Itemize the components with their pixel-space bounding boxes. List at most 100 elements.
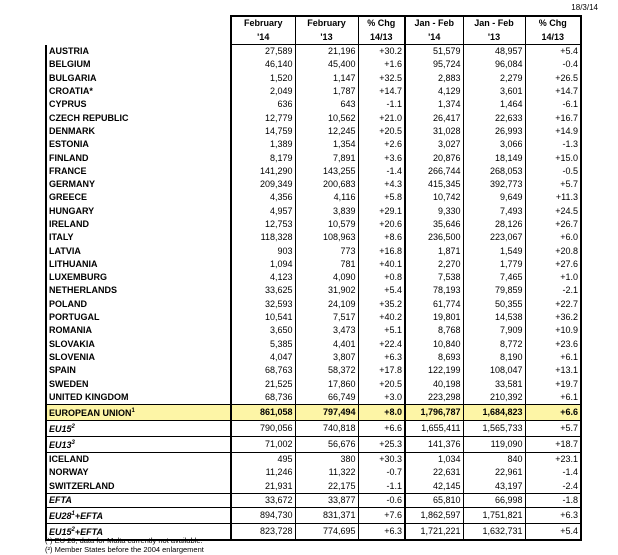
- cell-chg-month: +40.2: [357, 310, 405, 325]
- cell-chg-month: +6.3: [357, 523, 405, 542]
- cell-feb14: 3,650: [230, 324, 295, 338]
- cell-feb14: 1,520: [230, 71, 295, 85]
- cell-chg-month: +1.6: [357, 58, 405, 72]
- cell-janfeb14: 4,129: [404, 84, 463, 99]
- cell-feb14: 894,730: [230, 507, 295, 524]
- cell-chg-ytd: +6.1: [524, 390, 582, 405]
- cell-chg-month: +16.8: [357, 244, 405, 258]
- row-label: SLOVENIA: [45, 350, 231, 365]
- row-label: SWEDEN: [45, 377, 231, 391]
- cell-chg-ytd: +15.0: [524, 151, 582, 165]
- cell-janfeb14: 9,330: [404, 204, 463, 218]
- row-label: AUSTRIA: [45, 44, 231, 59]
- table-row: LITHUANIA 1,094 781 +40.1 2,270 1,779 +27.6: [45, 257, 582, 272]
- row-label: CROATIA*: [45, 84, 231, 99]
- cell-chg-month: +25.3: [357, 436, 405, 453]
- cell-feb14: 32,593: [230, 297, 295, 311]
- report-date: 18/3/14: [571, 3, 598, 12]
- cell-feb13: 380: [294, 452, 358, 467]
- cell-chg-ytd: +26.5: [524, 71, 582, 85]
- cell-janfeb13: 1,464: [462, 98, 525, 112]
- row-label: NORWAY: [45, 466, 231, 480]
- cell-feb14: 5,385: [230, 337, 295, 351]
- table-row: NORWAY 11,246 11,322 -0.7 22,631 22,961 -1.4: [45, 466, 582, 480]
- col-header-janfeb14: Jan - Feb: [404, 15, 464, 31]
- cell-chg-month: +5.1: [357, 324, 405, 338]
- cell-chg-month: +20.5: [357, 377, 405, 391]
- cell-feb14: 14,759: [230, 124, 295, 139]
- col-subheader-feb13: '13: [294, 30, 359, 45]
- cell-feb13: 33,877: [294, 492, 358, 508]
- cell-feb13: 774,695: [294, 523, 358, 542]
- table-row: UNITED KINGDOM 68,736 66,749 +3.0 223,298 210…: [45, 390, 582, 405]
- row-label: PORTUGAL: [45, 310, 231, 325]
- cell-chg-ytd: +5.7: [524, 177, 582, 192]
- cell-feb14: 12,753: [230, 217, 295, 232]
- row-label: GERMANY: [45, 177, 231, 192]
- cell-chg-month: +21.0: [357, 111, 405, 125]
- cell-janfeb13: 1,779: [462, 257, 525, 272]
- cell-chg-ytd: +5.4: [524, 44, 582, 59]
- cell-feb14: 27,589: [230, 44, 295, 59]
- table-row: IRELAND 12,753 10,579 +20.6 35,646 28,126 +26.…: [45, 217, 582, 232]
- row-label: FRANCE: [45, 164, 231, 178]
- cell-feb14: 4,123: [230, 271, 295, 285]
- cell-feb13: 781: [294, 257, 358, 272]
- col-subheader-chg-ytd: 14/13: [524, 30, 582, 45]
- cell-feb14: 68,736: [230, 390, 295, 405]
- cell-chg-month: +14.7: [357, 84, 405, 99]
- cell-janfeb13: 8,772: [462, 337, 525, 351]
- cell-janfeb14: 141,376: [404, 436, 463, 453]
- cell-chg-ytd: +14.9: [524, 124, 582, 139]
- cell-feb14: 8,179: [230, 151, 295, 165]
- header-row-1: February February % Chg Jan - Feb Jan - …: [46, 15, 582, 31]
- row-label: LITHUANIA: [45, 257, 231, 272]
- cell-feb14: 903: [230, 244, 295, 258]
- cell-feb13: 773: [294, 244, 358, 258]
- cell-janfeb13: 7,909: [462, 324, 525, 338]
- cell-chg-ytd: +20.8: [524, 244, 582, 258]
- cell-chg-month: +30.2: [357, 44, 405, 59]
- table-row: SWEDEN 21,525 17,860 +20.5 40,198 33,581 +19.7: [45, 377, 582, 391]
- cell-chg-month: +35.2: [357, 297, 405, 311]
- col-header-chg-month: % Chg: [357, 15, 406, 31]
- cell-chg-month: +8.0: [357, 404, 405, 421]
- cell-janfeb13: 33,581: [462, 377, 525, 391]
- row-label: SLOVAKIA: [45, 337, 231, 351]
- cell-feb13: 10,579: [294, 217, 358, 232]
- cell-chg-ytd: +23.1: [524, 452, 582, 467]
- cell-janfeb13: 50,355: [462, 297, 525, 311]
- row-label: EFTA: [45, 492, 231, 508]
- cell-feb14: 11,246: [230, 466, 295, 480]
- cell-chg-ytd: +27.6: [524, 257, 582, 272]
- cell-chg-month: +30.3: [357, 452, 405, 467]
- table-row: EFTA 33,672 33,877 -0.6 65,810 66,998 -1.8: [45, 492, 582, 508]
- cell-janfeb13: 8,190: [462, 350, 525, 365]
- cell-chg-month: +20.5: [357, 124, 405, 139]
- col-header-feb13: February: [294, 15, 359, 31]
- row-label: BULGARIA: [45, 71, 231, 85]
- cell-janfeb14: 1,721,221: [404, 523, 463, 542]
- header-blank: [46, 16, 231, 31]
- row-label: IRELAND: [45, 217, 231, 232]
- row-label: EU152+EFTA: [45, 523, 231, 542]
- cell-janfeb13: 1,565,733: [462, 420, 525, 437]
- cell-janfeb13: 22,633: [462, 111, 525, 125]
- cell-janfeb13: 9,649: [462, 191, 525, 205]
- cell-chg-month: +2.6: [357, 138, 405, 152]
- cell-feb14: 209,349: [230, 177, 295, 192]
- cell-feb13: 1,354: [294, 138, 358, 152]
- row-label: EUROPEAN UNION1: [45, 404, 231, 421]
- table-row: EUROPEAN UNION1 861,058 797,494 +8.0 1,796,7…: [45, 404, 582, 421]
- cell-janfeb14: 78,193: [404, 284, 463, 298]
- cell-chg-ytd: +36.2: [524, 310, 582, 325]
- row-label: EU133: [45, 436, 231, 453]
- cell-feb14: 21,931: [230, 479, 295, 494]
- cell-feb13: 4,090: [294, 271, 358, 285]
- table-row: PORTUGAL 10,541 7,517 +40.2 19,801 14,538 +36.…: [45, 310, 582, 325]
- registrations-table: February February % Chg Jan - Feb Jan - …: [45, 15, 582, 542]
- cell-chg-ytd: +23.6: [524, 337, 582, 351]
- cell-feb13: 12,245: [294, 124, 358, 139]
- row-label: HUNGARY: [45, 204, 231, 218]
- cell-feb14: 12,779: [230, 111, 295, 125]
